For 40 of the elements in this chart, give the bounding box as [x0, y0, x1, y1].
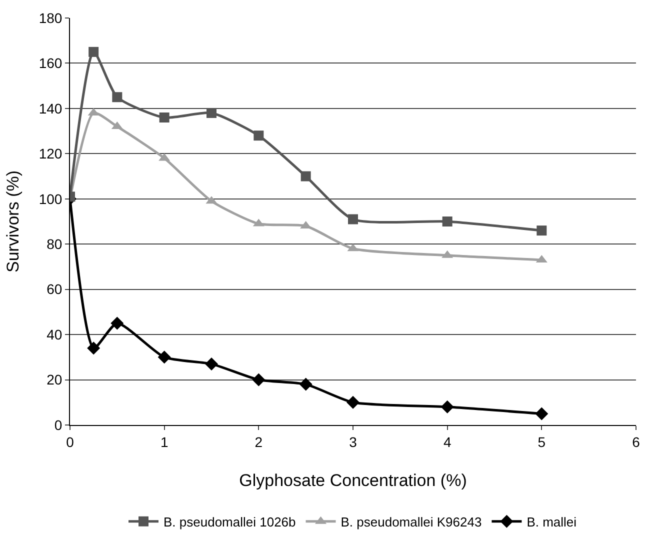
x-tick-label: 3 — [349, 434, 358, 450]
point — [112, 92, 122, 102]
point — [158, 350, 171, 364]
x-tick-label: 4 — [443, 434, 452, 450]
point — [88, 46, 99, 57]
y-tick-label: 100 — [38, 190, 62, 207]
y-tick-label: 120 — [38, 146, 62, 162]
point — [440, 400, 454, 414]
y-tick-label: 180 — [38, 10, 62, 26]
y-axis-title: Survivors (%) — [3, 170, 22, 273]
y-tick-label: 80 — [46, 236, 62, 252]
point — [206, 108, 216, 118]
x-tick-label: 0 — [66, 434, 74, 450]
point — [348, 214, 358, 224]
point — [346, 396, 360, 409]
x-tick-label: 5 — [538, 434, 546, 450]
point — [87, 342, 100, 355]
legend-label: B. pseudomallei 1026b — [164, 514, 296, 530]
y-tick-label: 40 — [46, 326, 62, 342]
point — [300, 171, 311, 182]
x-axis-title: Glyphosate Concentration (%) — [239, 471, 467, 490]
legend-label: B. mallei — [526, 514, 577, 530]
x-tick-label: 2 — [254, 434, 263, 450]
point — [536, 226, 547, 236]
point — [252, 373, 266, 386]
point — [442, 216, 452, 226]
x-tick-label: 6 — [632, 434, 640, 450]
point — [205, 357, 218, 370]
legend-label: B. pseudomallei K96243 — [340, 514, 482, 530]
point — [159, 112, 170, 122]
y-tick-label: 60 — [46, 281, 62, 298]
point — [535, 407, 548, 420]
y-tick-label: 140 — [38, 100, 62, 116]
point — [254, 130, 264, 141]
y-tick-label: 0 — [54, 416, 62, 433]
point — [299, 378, 312, 391]
y-tick-label: 20 — [46, 372, 62, 388]
x-tick-label: 1 — [160, 434, 168, 450]
point — [110, 316, 124, 330]
y-tick-label: 160 — [38, 55, 62, 72]
